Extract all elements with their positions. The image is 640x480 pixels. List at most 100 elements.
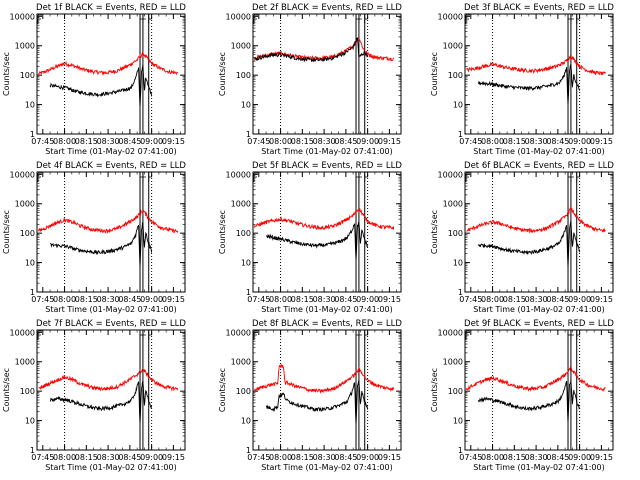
x-tick-label: 08:45: [118, 453, 141, 462]
y-axis-label: Counts/sec: [218, 210, 227, 254]
x-tick-label: 09:00: [356, 453, 379, 462]
y-tick-label: 1: [246, 446, 251, 455]
x-tick-label: 07:45: [247, 137, 270, 146]
flag-marker: [576, 13, 581, 24]
plot-frame: [36, 171, 186, 293]
lld-series-line: [466, 366, 606, 392]
y-axis-label: Counts/sec: [2, 210, 11, 254]
x-tick-label: 09:15: [378, 137, 401, 146]
y-tick-label: 100: [236, 71, 251, 80]
events-series-line: [265, 379, 369, 426]
x-axis-label: Start Time (01-May-02 07:41:00): [261, 305, 392, 314]
flag-marker: [253, 14, 258, 24]
x-tick-label: 09:00: [356, 295, 379, 304]
x-tick-label: 08:15: [291, 137, 314, 146]
flag-marker: [570, 171, 575, 182]
x-tick-label: 09:00: [356, 137, 379, 146]
panel-title: Det 5f BLACK = Events, RED = LLD: [252, 161, 402, 171]
y-tick-label: 1: [246, 288, 251, 297]
y-tick-label: 1000: [231, 200, 251, 209]
x-tick-label: 08:00: [53, 137, 76, 146]
x-tick-label: 09:15: [590, 137, 613, 146]
x-tick-label: 08:15: [503, 137, 526, 146]
y-axis-label: Counts/sec: [430, 368, 439, 412]
y-axis-label: Counts/sec: [2, 368, 11, 412]
y-tick-label: 100: [448, 229, 463, 238]
y-tick-label: 1000: [231, 42, 251, 51]
events-series-line: [49, 65, 153, 109]
y-tick-label: 10000: [438, 328, 463, 337]
panel-8: Det 8f BLACK = Events, RED = LLD 1 10 100 10…: [218, 319, 402, 472]
y-axis-label: Counts/sec: [2, 52, 11, 96]
flag-marker: [253, 330, 258, 340]
lld-series-line: [254, 363, 395, 394]
events-series-line: [477, 220, 581, 269]
x-tick-label: 09:15: [590, 453, 613, 462]
plot-frame: [36, 329, 186, 451]
y-axis-label: Counts/sec: [430, 210, 439, 254]
y-tick-label: 100: [236, 387, 251, 396]
x-tick-label: 09:15: [162, 453, 185, 462]
y-tick-label: 10: [453, 417, 463, 426]
x-tick-label: 08:30: [313, 295, 336, 304]
panel-title: Det 7f BLACK = Events, RED = LLD: [36, 319, 186, 329]
flag-marker: [576, 171, 581, 182]
x-tick-label: 09:00: [568, 295, 591, 304]
y-tick-label: 1000: [443, 358, 463, 367]
x-tick-label: 08:45: [334, 453, 357, 462]
y-tick-label: 1000: [15, 358, 35, 367]
y-tick-label: 10000: [438, 12, 463, 21]
y-axis-label: Counts/sec: [430, 52, 439, 96]
x-axis-label: Start Time (01-May-02 07:41:00): [45, 147, 176, 156]
x-tick-label: 08:00: [53, 453, 76, 462]
panel-2: Det 2f BLACK = Events, RED = LLD 1 10 100 10…: [218, 3, 402, 156]
events-series-line: [477, 64, 581, 106]
flag-marker: [364, 171, 369, 182]
plot-frame: [464, 13, 614, 135]
flag-marker: [364, 329, 369, 340]
y-tick-label: 1: [30, 446, 35, 455]
panel-1: Det 1f BLACK = Events, RED = LLD 1 10 100 10…: [2, 3, 186, 156]
y-axis-label: Counts/sec: [218, 368, 227, 412]
panel-title: Det 2f BLACK = Events, RED = LLD: [252, 3, 402, 13]
y-tick-label: 100: [448, 71, 463, 80]
panel-9: Det 9f BLACK = Events, RED = LLD 1 10 100 10…: [430, 319, 614, 472]
x-tick-label: 08:30: [525, 137, 548, 146]
x-tick-label: 07:45: [31, 137, 54, 146]
y-tick-label: 1000: [15, 42, 35, 51]
lld-series-line: [254, 208, 395, 231]
flag-marker: [358, 329, 363, 340]
flag-marker: [142, 329, 147, 340]
panel-title: Det 4f BLACK = Events, RED = LLD: [36, 161, 186, 171]
x-tick-label: 08:45: [546, 295, 569, 304]
x-tick-label: 08:30: [97, 453, 120, 462]
panel-title: Det 6f BLACK = Events, RED = LLD: [464, 161, 614, 171]
flag-marker: [576, 329, 581, 340]
lld-series-line: [38, 50, 179, 76]
x-tick-label: 07:45: [31, 453, 54, 462]
flag-marker: [37, 172, 42, 182]
plot-frame: [36, 13, 186, 135]
lld-series-line: [466, 55, 606, 76]
plot-frame: [464, 329, 614, 451]
x-tick-label: 07:45: [247, 295, 270, 304]
plot-frame: [252, 329, 402, 451]
y-tick-label: 10000: [226, 12, 251, 21]
y-tick-label: 10: [25, 101, 35, 110]
x-tick-label: 07:45: [459, 295, 482, 304]
x-tick-label: 07:45: [459, 453, 482, 462]
x-tick-label: 08:30: [313, 453, 336, 462]
flag-marker: [570, 329, 575, 340]
y-tick-label: 1000: [443, 200, 463, 209]
events-series-line: [265, 221, 369, 262]
y-tick-label: 10: [241, 259, 251, 268]
y-tick-label: 10000: [226, 170, 251, 179]
y-tick-label: 1: [458, 288, 463, 297]
x-tick-label: 08:30: [313, 137, 336, 146]
flag-marker: [253, 172, 258, 182]
y-tick-label: 1: [30, 130, 35, 139]
flag-marker: [465, 330, 470, 340]
x-axis-label: Start Time (01-May-02 07:41:00): [261, 147, 392, 156]
x-axis-label: Start Time (01-May-02 07:41:00): [473, 147, 604, 156]
